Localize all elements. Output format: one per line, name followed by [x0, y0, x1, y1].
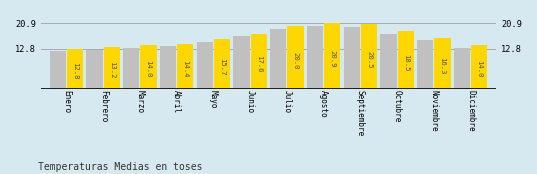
Bar	[454, 48, 470, 89]
Bar	[123, 48, 140, 89]
Text: 16.3: 16.3	[440, 57, 446, 74]
Text: 20.9: 20.9	[329, 50, 335, 68]
Text: 12.8: 12.8	[72, 62, 78, 79]
Bar	[434, 38, 451, 89]
Bar	[140, 45, 157, 89]
Bar	[361, 24, 377, 89]
Text: 20.5: 20.5	[366, 51, 372, 69]
Bar	[417, 40, 433, 89]
Text: 17.6: 17.6	[256, 55, 262, 73]
Text: 14.4: 14.4	[182, 60, 188, 77]
Bar	[471, 45, 488, 89]
Bar	[104, 47, 120, 89]
Text: 15.7: 15.7	[219, 58, 225, 75]
Bar	[49, 51, 66, 89]
Bar	[86, 50, 103, 89]
Bar	[177, 44, 193, 89]
Bar	[67, 49, 83, 89]
Bar	[233, 36, 250, 89]
Bar	[251, 34, 267, 89]
Bar	[307, 26, 323, 89]
Bar	[197, 42, 213, 89]
Bar	[214, 39, 230, 89]
Bar	[324, 23, 340, 89]
Bar	[397, 31, 414, 89]
Text: 13.2: 13.2	[109, 61, 115, 79]
Bar	[344, 27, 360, 89]
Bar	[160, 46, 176, 89]
Bar	[270, 29, 286, 89]
Text: 14.0: 14.0	[146, 60, 151, 78]
Text: 18.5: 18.5	[403, 54, 409, 71]
Text: 14.0: 14.0	[476, 60, 482, 78]
Bar	[287, 26, 304, 89]
Text: Temperaturas Medias en toses: Temperaturas Medias en toses	[38, 162, 202, 172]
Bar	[380, 34, 397, 89]
Text: 20.0: 20.0	[293, 52, 299, 69]
